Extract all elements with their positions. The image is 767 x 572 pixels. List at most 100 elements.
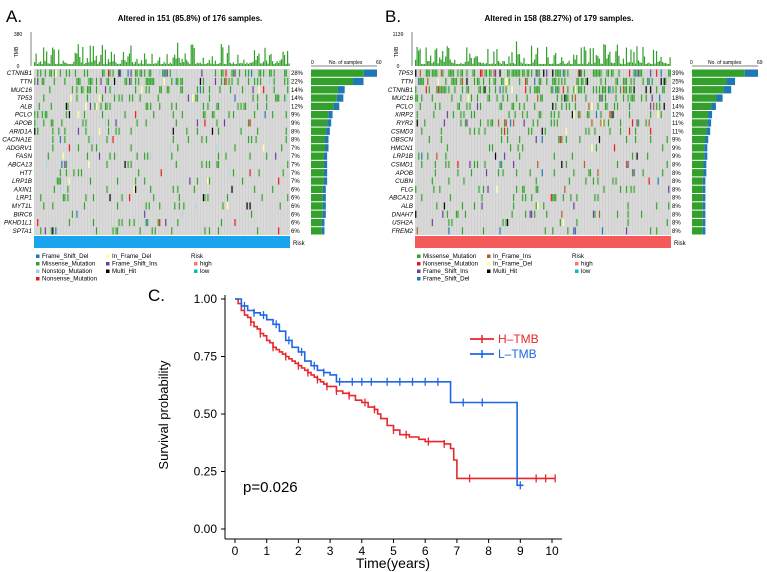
- sample-count-bar: [692, 185, 703, 193]
- mutation-cell: [86, 152, 89, 160]
- mutation-cell: [499, 102, 501, 110]
- mutation-cell: [461, 77, 464, 85]
- tmb-bar: [97, 63, 99, 66]
- tmb-bar: [494, 63, 497, 66]
- mutation-cell: [458, 102, 461, 110]
- mutation-cell: [419, 102, 422, 110]
- legend-label: In_Frame_Del: [493, 261, 532, 268]
- tmb-bar: [612, 63, 614, 66]
- mutation-cell: [181, 210, 184, 218]
- gene-label: USH2A: [392, 220, 413, 227]
- tmb-bar: [190, 44, 192, 66]
- mutation-cell: [440, 69, 443, 77]
- mutation-cell: [265, 94, 268, 102]
- tmb-bar: [539, 63, 542, 66]
- mutation-cell: [604, 86, 607, 94]
- x-tick-label: 2: [295, 544, 302, 558]
- mutation-cell: [539, 94, 542, 102]
- tmb-bar: [226, 53, 228, 66]
- mutation-cell: [130, 69, 132, 77]
- mutation-cell: [634, 69, 637, 77]
- mutation-cell: [139, 69, 141, 77]
- mutation-cell: [446, 210, 449, 218]
- gene-percentage: 6%: [291, 229, 300, 235]
- tmb-bar: [276, 61, 278, 66]
- mutation-cell: [152, 194, 155, 202]
- legend-swatch: [417, 269, 421, 273]
- mutation-cell: [603, 86, 605, 94]
- gene-percentage: 14%: [291, 96, 304, 102]
- mutation-cell: [107, 127, 110, 135]
- mutation-cell: [160, 86, 162, 94]
- mutation-cell: [573, 111, 575, 119]
- mutation-cell: [550, 194, 553, 202]
- gene-percentage: 8%: [291, 129, 300, 135]
- sample-count-bar-segment: [327, 119, 332, 127]
- mutation-cell: [62, 194, 65, 202]
- tmb-bar: [640, 62, 643, 66]
- mutation-cell: [589, 169, 592, 177]
- mutation-cell: [562, 86, 565, 94]
- sample-count-bars-b: [692, 65, 758, 235]
- mutation-cell: [630, 94, 632, 102]
- mutation-cell: [145, 102, 147, 110]
- mutation-cell: [145, 119, 147, 127]
- sample-count-bar: [311, 160, 324, 169]
- sample-count-bar: [311, 119, 328, 127]
- mutation-cell: [487, 119, 489, 127]
- mutation-cell: [89, 77, 92, 85]
- mutation-cell: [77, 77, 80, 85]
- mutation-cell: [53, 185, 56, 193]
- mutation-cell: [98, 94, 101, 102]
- mutation-cell: [543, 69, 545, 77]
- mutation-cell: [174, 77, 176, 85]
- tmb-bar: [223, 63, 225, 66]
- mutation-cell: [189, 177, 191, 185]
- mutation-cell: [232, 69, 235, 77]
- mutation-cell: [253, 185, 256, 193]
- mutation-cell: [431, 177, 434, 185]
- tmb-bar: [565, 63, 567, 66]
- sample-count-bar-segment: [363, 69, 377, 77]
- mutation-cell: [571, 152, 574, 160]
- mutation-cell: [457, 169, 459, 177]
- tmb-bar: [116, 63, 119, 66]
- mutation-cell: [503, 152, 506, 160]
- y-tick-label: 0.75: [194, 350, 218, 364]
- y-tick-label: 0.50: [194, 407, 218, 421]
- gene-percentage: 8%: [672, 163, 681, 169]
- mutation-cell: [139, 94, 141, 102]
- mutation-cell: [59, 185, 62, 193]
- tmb-bar: [655, 51, 658, 66]
- tmb-bar: [273, 63, 275, 66]
- tmb-bar: [219, 62, 221, 66]
- mutation-cell: [130, 77, 132, 85]
- tmb-bar: [247, 63, 250, 66]
- tmb-bar: [184, 53, 186, 66]
- mutation-cell: [558, 86, 560, 94]
- mutation-cell: [634, 127, 637, 135]
- tmb-bar: [436, 48, 438, 66]
- tmb-bar: [115, 62, 117, 66]
- mutation-cell: [262, 86, 265, 94]
- mutation-cell: [508, 69, 510, 77]
- mutation-cell: [146, 102, 149, 110]
- x-tick-label: 0: [232, 544, 239, 558]
- gene-label: AXIN1: [13, 186, 32, 193]
- tmb-bar: [246, 62, 248, 66]
- mutation-cell: [633, 185, 635, 193]
- legend-a: Frame_Shift_Del In_Frame_DelMissense_Muta…: [36, 253, 212, 283]
- mutation-cell: [544, 127, 547, 135]
- mutation-cell: [552, 227, 554, 235]
- mutation-cell: [68, 69, 71, 77]
- mutation-cell: [193, 185, 196, 193]
- mutation-cell: [640, 69, 643, 77]
- mutation-cell: [422, 77, 425, 85]
- mutation-cell: [128, 94, 131, 102]
- mutation-cell: [579, 111, 581, 119]
- mutation-cell: [518, 69, 521, 77]
- mutation-cell: [52, 202, 54, 210]
- mutation-cell: [134, 86, 137, 94]
- mutation-cell: [640, 94, 643, 102]
- mutation-cell: [597, 194, 599, 202]
